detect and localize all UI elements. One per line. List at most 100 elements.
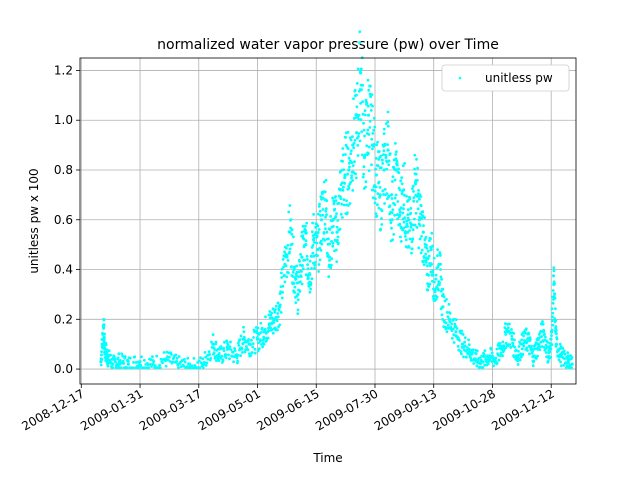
data-point (416, 179, 419, 182)
data-point (431, 295, 435, 298)
data-point (370, 143, 374, 147)
data-point (314, 261, 317, 264)
data-point (281, 284, 285, 288)
data-point (486, 362, 490, 366)
data-point (353, 139, 357, 142)
data-point (377, 158, 381, 161)
data-point (285, 255, 289, 259)
data-point (335, 260, 339, 263)
data-point (102, 318, 106, 322)
data-point (546, 359, 550, 363)
data-point (264, 315, 267, 319)
data-point (411, 187, 414, 191)
data-point (460, 329, 464, 333)
data-point (233, 347, 237, 350)
data-point (518, 358, 522, 362)
data-point (415, 200, 419, 203)
data-point (265, 339, 268, 343)
data-point (446, 323, 450, 327)
data-point (384, 154, 388, 158)
data-point (381, 162, 384, 165)
data-point (522, 334, 525, 338)
data-point (257, 347, 261, 351)
data-point (420, 235, 423, 238)
data-point (382, 149, 386, 153)
data-point (539, 340, 543, 344)
data-point (119, 366, 123, 370)
data-point (480, 354, 484, 358)
data-point (277, 308, 281, 312)
data-point (430, 262, 433, 266)
data-point (319, 214, 322, 217)
data-point (371, 104, 374, 108)
data-point (152, 360, 156, 363)
data-point (558, 342, 562, 346)
data-point (372, 116, 376, 120)
data-point (402, 188, 406, 192)
data-point (114, 360, 117, 364)
data-point (472, 362, 476, 365)
data-point (483, 355, 487, 358)
data-point (547, 355, 551, 359)
data-point (538, 345, 541, 349)
data-point (519, 355, 523, 359)
data-point (341, 216, 344, 219)
data-point (334, 199, 338, 203)
data-point (158, 363, 162, 367)
data-point (269, 326, 272, 330)
data-point (345, 199, 348, 203)
data-point (201, 366, 205, 370)
data-point (347, 168, 351, 172)
data-point (549, 347, 553, 351)
data-point (340, 181, 344, 185)
data-point (394, 153, 398, 156)
data-point (308, 290, 312, 294)
data-point (175, 359, 179, 363)
data-point (524, 327, 528, 331)
data-point (397, 167, 400, 171)
data-point (219, 345, 223, 348)
data-point (365, 144, 369, 148)
data-point (286, 244, 290, 247)
data-point (414, 211, 418, 215)
data-point (436, 248, 439, 252)
data-point (304, 243, 308, 247)
data-point (332, 201, 336, 204)
data-point (405, 219, 409, 223)
data-point (417, 246, 421, 250)
data-point (350, 174, 354, 178)
data-point (149, 358, 153, 361)
data-point (562, 349, 566, 353)
data-point (229, 348, 233, 352)
data-point (162, 351, 166, 354)
data-point (283, 262, 287, 267)
data-point (448, 311, 452, 315)
data-point (420, 248, 424, 252)
y-tick-label: 0.8 (54, 163, 73, 177)
data-point (294, 301, 298, 304)
data-point (262, 336, 266, 340)
data-point (151, 355, 154, 359)
data-point (367, 152, 370, 155)
data-point (393, 213, 396, 217)
data-point (359, 71, 363, 75)
data-point (399, 206, 403, 210)
data-point (270, 316, 274, 320)
data-point (342, 198, 346, 202)
data-point (105, 355, 109, 359)
data-point (312, 241, 316, 244)
data-point (454, 318, 458, 321)
data-point (521, 331, 525, 334)
data-point (333, 207, 337, 211)
data-point (356, 154, 360, 157)
data-point (437, 288, 440, 292)
data-point (480, 360, 484, 364)
data-point (232, 360, 236, 364)
data-point (175, 356, 179, 360)
data-point (563, 352, 567, 356)
data-point (361, 100, 364, 103)
data-point (383, 188, 387, 191)
data-point (290, 242, 294, 246)
data-point (435, 295, 439, 299)
